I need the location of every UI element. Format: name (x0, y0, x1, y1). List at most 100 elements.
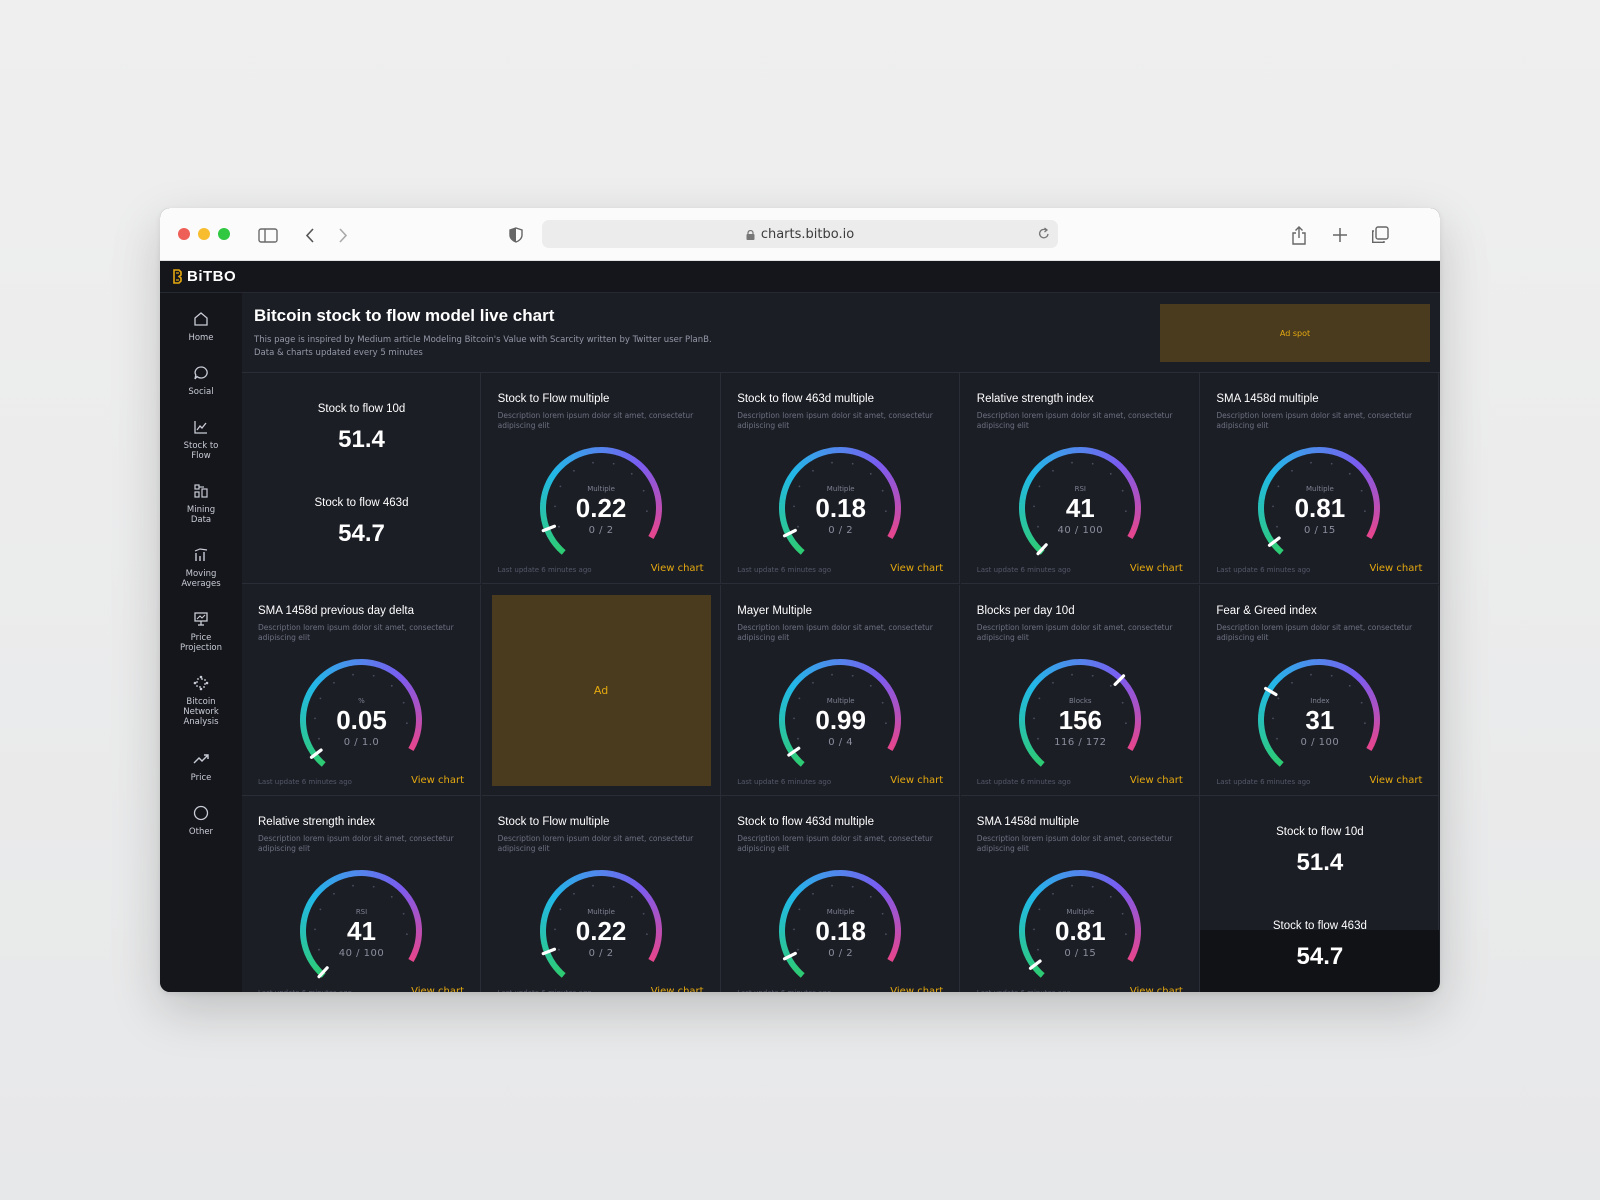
back-icon[interactable] (297, 222, 323, 248)
sidebar-toggle-icon[interactable] (255, 222, 281, 248)
gauge-unit-label: Blocks (1069, 696, 1092, 705)
gauge-arc-segment (584, 447, 592, 455)
view-chart-link[interactable]: View chart (1129, 774, 1183, 786)
gauge-tick (1364, 510, 1367, 513)
address-bar[interactable]: charts.bitbo.io (542, 220, 1058, 248)
gauge-tick (405, 721, 408, 724)
page-title: Bitcoin stock to flow model live chart (254, 306, 555, 325)
gauge-tick (793, 716, 796, 719)
gauge-arc-segment (590, 447, 597, 454)
new-tab-icon[interactable] (1327, 222, 1353, 248)
stat-label: Stock to flow 10d (1276, 826, 1364, 838)
sidebar-item-social[interactable]: Social (160, 365, 242, 397)
close-window-button[interactable] (178, 228, 190, 240)
gauge-needle (1028, 959, 1042, 970)
gauge-arc-segment (1364, 473, 1373, 482)
last-update-text: Last update 6 minutes ago (977, 989, 1071, 992)
gauge-arc-segment (350, 658, 358, 666)
gauge-unit-label: Multiple (587, 485, 615, 493)
gauge-arc-segment (1030, 466, 1040, 476)
view-chart-link[interactable]: View chart (650, 986, 704, 992)
gauge-arc-segment (549, 538, 558, 547)
view-chart-link[interactable]: View chart (890, 774, 944, 786)
sidebar-item-home[interactable]: Home (160, 311, 242, 343)
gauge-arc-segment (1030, 889, 1040, 899)
gauge-arc-segment (1038, 458, 1048, 468)
gauge-arc-segment (794, 885, 804, 895)
gauge-tick (333, 892, 335, 895)
view-chart-link[interactable]: View chart (1129, 986, 1183, 992)
shield-icon[interactable] (503, 222, 529, 248)
gauge-range: 0 / 2 (828, 525, 854, 536)
minimize-window-button[interactable] (198, 228, 210, 240)
view-chart-link[interactable]: View chart (890, 986, 944, 992)
gauge-tick (372, 885, 375, 888)
sidebar-item-moving-averages[interactable]: Moving Averages (160, 547, 242, 589)
gauge-arc-segment (1043, 667, 1052, 676)
gauge-tick (812, 469, 815, 472)
gauge-tick (645, 510, 648, 513)
reload-icon[interactable] (1038, 227, 1050, 244)
gauge-tick (1310, 461, 1313, 464)
view-chart-link[interactable]: View chart (1129, 563, 1183, 574)
sidebar-item-label: Social (188, 387, 214, 397)
gauge-tick (1036, 737, 1039, 740)
view-chart-link[interactable]: View chart (890, 563, 944, 574)
gauge-card: Mayer Multiple Description lorem ipsum d… (721, 584, 961, 796)
sidebar-item-stock-to-flow[interactable]: Stock to Flow (160, 419, 242, 461)
sidebar-item-label: Other (188, 827, 214, 837)
card-description: Description lorem ipsum dolor sit amet, … (258, 622, 454, 642)
gauge-arc-segment (1063, 659, 1071, 667)
gauge-tick (1091, 885, 1094, 888)
sidebar-item-price-projection[interactable]: Price Projection (160, 611, 242, 653)
gauge-arc-segment (1024, 475, 1034, 485)
gauge-range: 0 / 2 (588, 525, 614, 536)
gauge-tick (642, 912, 645, 915)
gauge-arc-segment (1028, 749, 1038, 759)
view-chart-link[interactable]: View chart (411, 774, 464, 786)
gauge-arc-segment (885, 473, 894, 482)
gauge-tick (1364, 721, 1367, 724)
url-text: charts.bitbo.io (760, 226, 855, 242)
tabs-overview-icon[interactable] (1367, 222, 1393, 248)
sidebar-item-mining-data[interactable]: Mining Data (160, 483, 242, 525)
ad-placeholder[interactable]: Ad (491, 594, 711, 786)
gauge-tick (1109, 472, 1112, 475)
view-chart-link[interactable]: View chart (650, 563, 704, 574)
gauge-tick (1051, 892, 1054, 895)
view-chart-link[interactable]: View chart (1369, 563, 1423, 574)
gauge-arc-segment (317, 757, 326, 767)
stat-value: 51.4 (1296, 849, 1344, 876)
gauge-tick (797, 948, 800, 951)
ad-spot-banner[interactable]: Ad spot (1160, 304, 1430, 362)
forward-icon[interactable] (330, 222, 356, 248)
card-title: Relative strength index (976, 393, 1094, 405)
bitbo-logo[interactable]: BiTBO (172, 268, 236, 285)
gauge-tick (1036, 948, 1039, 951)
gauge-tick (553, 928, 556, 931)
gauge-arc-segment (1024, 687, 1034, 696)
gauge-arc-segment (408, 900, 417, 910)
gauge-needle (787, 746, 801, 757)
gauge-value: 41 (347, 916, 376, 946)
maximize-window-button[interactable] (218, 228, 230, 240)
gauge-arc-segment (808, 876, 817, 885)
gauge-arc-segment (647, 953, 657, 963)
gauge-arc-segment (1124, 473, 1134, 482)
gauge-arc-segment (1090, 871, 1099, 879)
view-chart-link[interactable]: View chart (1369, 774, 1423, 786)
gauge-tick (1124, 933, 1127, 936)
gauge-arc-segment (309, 961, 319, 970)
gauge-arc-segment (648, 900, 657, 910)
gauge-tick (812, 681, 815, 684)
view-chart-link[interactable]: View chart (411, 986, 464, 992)
gauge-value: 156 (1058, 704, 1102, 735)
gauge-arc-segment (1038, 881, 1048, 891)
gauge-arc-segment (344, 870, 353, 878)
share-icon[interactable] (1286, 222, 1312, 248)
sidebar-item-bitcoin-network-analysis[interactable]: Bitcoin Network Analysis (160, 675, 242, 727)
gauge-unit-label: Multiple (826, 696, 855, 705)
sidebar-item-price[interactable]: Price (160, 751, 242, 783)
sidebar-item-other[interactable]: Other (160, 805, 242, 837)
gauge-arc-segment (626, 454, 635, 463)
